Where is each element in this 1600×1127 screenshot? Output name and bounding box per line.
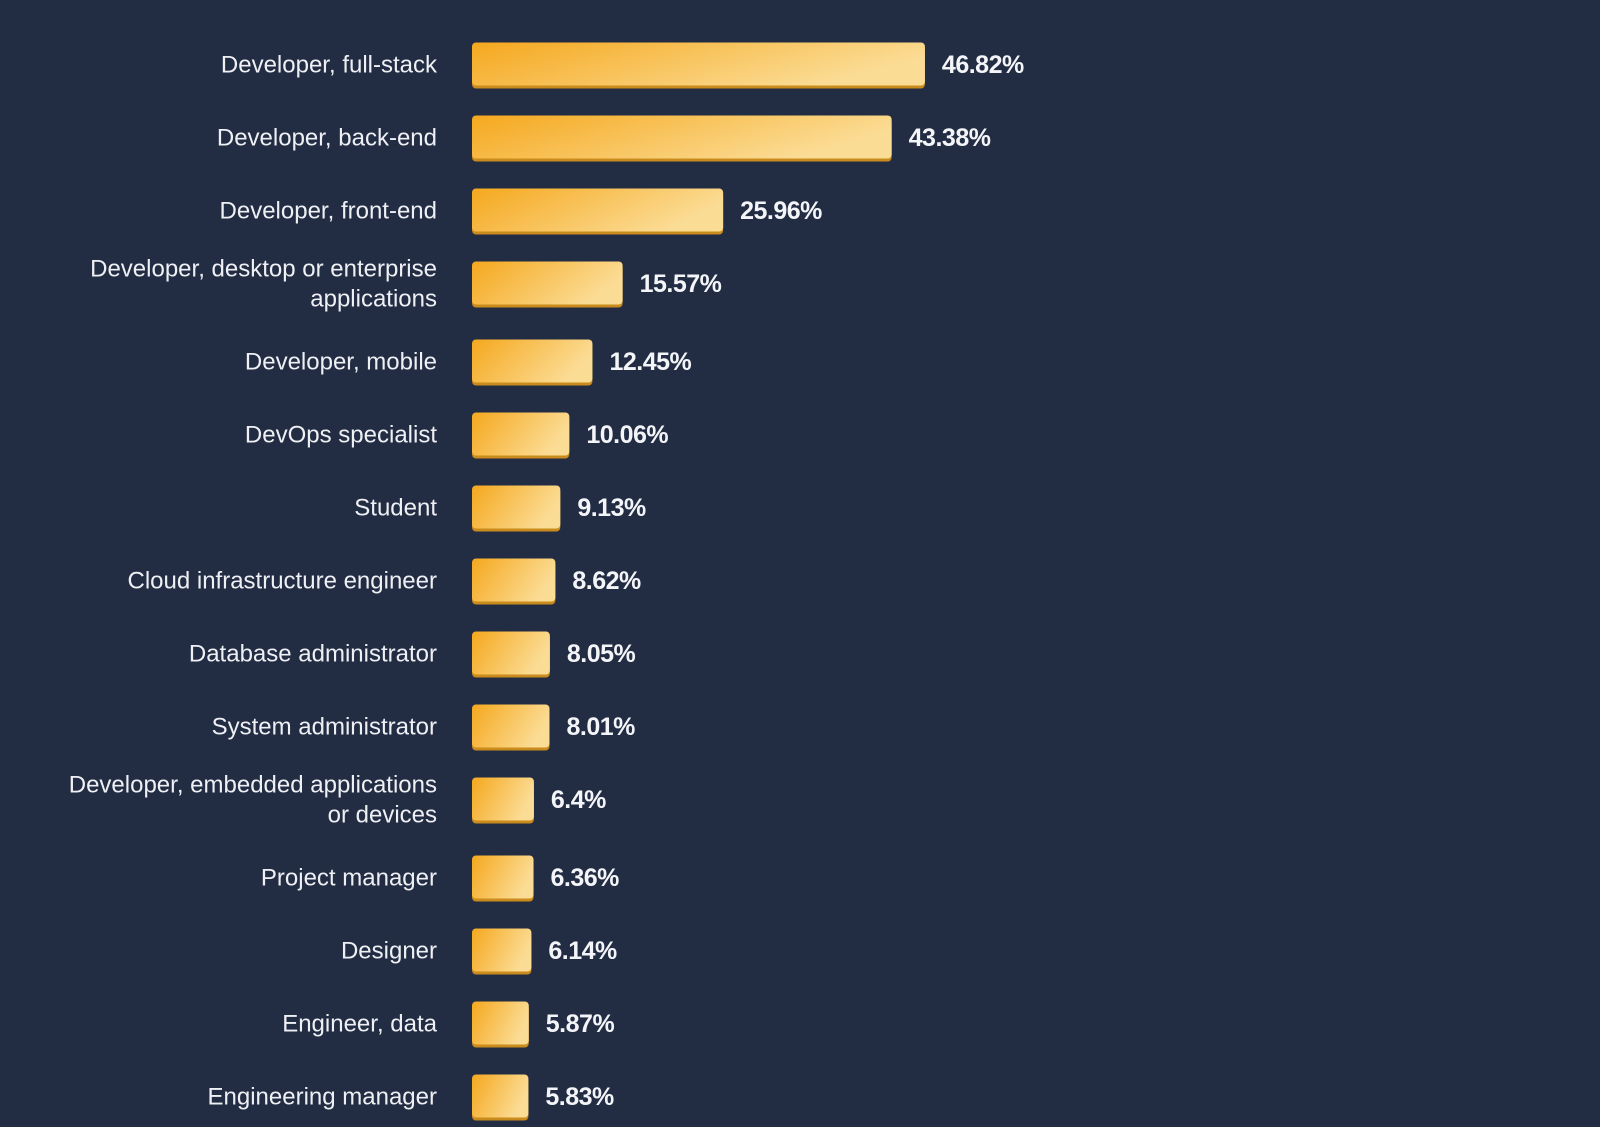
- category-label: Database administrator: [189, 640, 437, 667]
- value-label: 25.96%: [740, 197, 822, 225]
- value-label: 9.13%: [577, 494, 646, 522]
- bar-fill: [472, 704, 550, 748]
- bar: [472, 928, 532, 975]
- bar: [472, 558, 556, 605]
- value-label: 5.87%: [546, 1010, 615, 1038]
- value-label: 8.01%: [566, 713, 635, 741]
- bar: [472, 855, 534, 902]
- bar-fill: [472, 115, 892, 159]
- category-label: Cloud infrastructure engineer: [127, 567, 437, 594]
- bars-layer: [472, 42, 925, 1121]
- value-label: 15.57%: [640, 270, 722, 298]
- bar: [472, 188, 724, 235]
- category-label: Designer: [341, 937, 437, 964]
- value-label: 12.45%: [609, 348, 691, 376]
- category-label: Developer, front-end: [220, 197, 437, 224]
- category-labels: Developer, full-stack Developer, back-end…: [69, 51, 438, 1110]
- bar-fill: [472, 1001, 529, 1045]
- value-label: 6.36%: [551, 864, 620, 892]
- bar-fill: [472, 631, 550, 675]
- value-label: 8.62%: [572, 567, 641, 595]
- value-label: 10.06%: [586, 421, 668, 449]
- category-label: Engineer, data: [282, 1010, 437, 1037]
- bar-fill: [472, 42, 925, 86]
- bar-fill: [472, 928, 532, 972]
- bar-fill: [472, 188, 724, 232]
- category-label: Developer, back-end: [217, 124, 437, 151]
- bar: [472, 704, 550, 751]
- value-label: 8.05%: [567, 640, 636, 668]
- bar-fill: [472, 261, 623, 305]
- bar: [472, 485, 561, 532]
- bar: [472, 412, 570, 459]
- category-label: Project manager: [261, 864, 437, 891]
- bar-fill: [472, 777, 534, 821]
- category-label: Student: [354, 494, 437, 521]
- bar-fill: [472, 558, 556, 602]
- category-label: Developer, embedded applications or devic…: [69, 771, 437, 828]
- bar: [472, 777, 534, 824]
- bar-fill: [472, 485, 561, 529]
- bar-fill: [472, 339, 593, 383]
- bar: [472, 339, 593, 386]
- bar: [472, 1074, 529, 1121]
- value-label: 6.14%: [548, 937, 617, 965]
- bar-fill: [472, 1074, 529, 1118]
- value-label: 6.4%: [551, 786, 606, 814]
- bar: [472, 1001, 529, 1048]
- value-label: 5.83%: [545, 1083, 614, 1111]
- category-label: Engineering manager: [208, 1083, 438, 1110]
- value-labels: 46.82% 43.38% 25.96% 15.57% 12.45% 10.06% 9.13…: [545, 51, 1024, 1111]
- bar: [472, 631, 550, 678]
- category-label: Developer, mobile: [245, 348, 437, 375]
- value-label: 43.38%: [909, 124, 991, 152]
- category-label: System administrator: [212, 713, 437, 740]
- bar-fill: [472, 412, 570, 456]
- bar: [472, 115, 892, 162]
- bar: [472, 42, 925, 89]
- category-label: DevOps specialist: [245, 421, 437, 448]
- bar-fill: [472, 855, 534, 899]
- category-label: Developer, desktop or enterprise applicat…: [90, 255, 437, 312]
- value-label: 46.82%: [942, 51, 1024, 79]
- category-label: Developer, full-stack: [221, 51, 438, 78]
- bar: [472, 261, 623, 308]
